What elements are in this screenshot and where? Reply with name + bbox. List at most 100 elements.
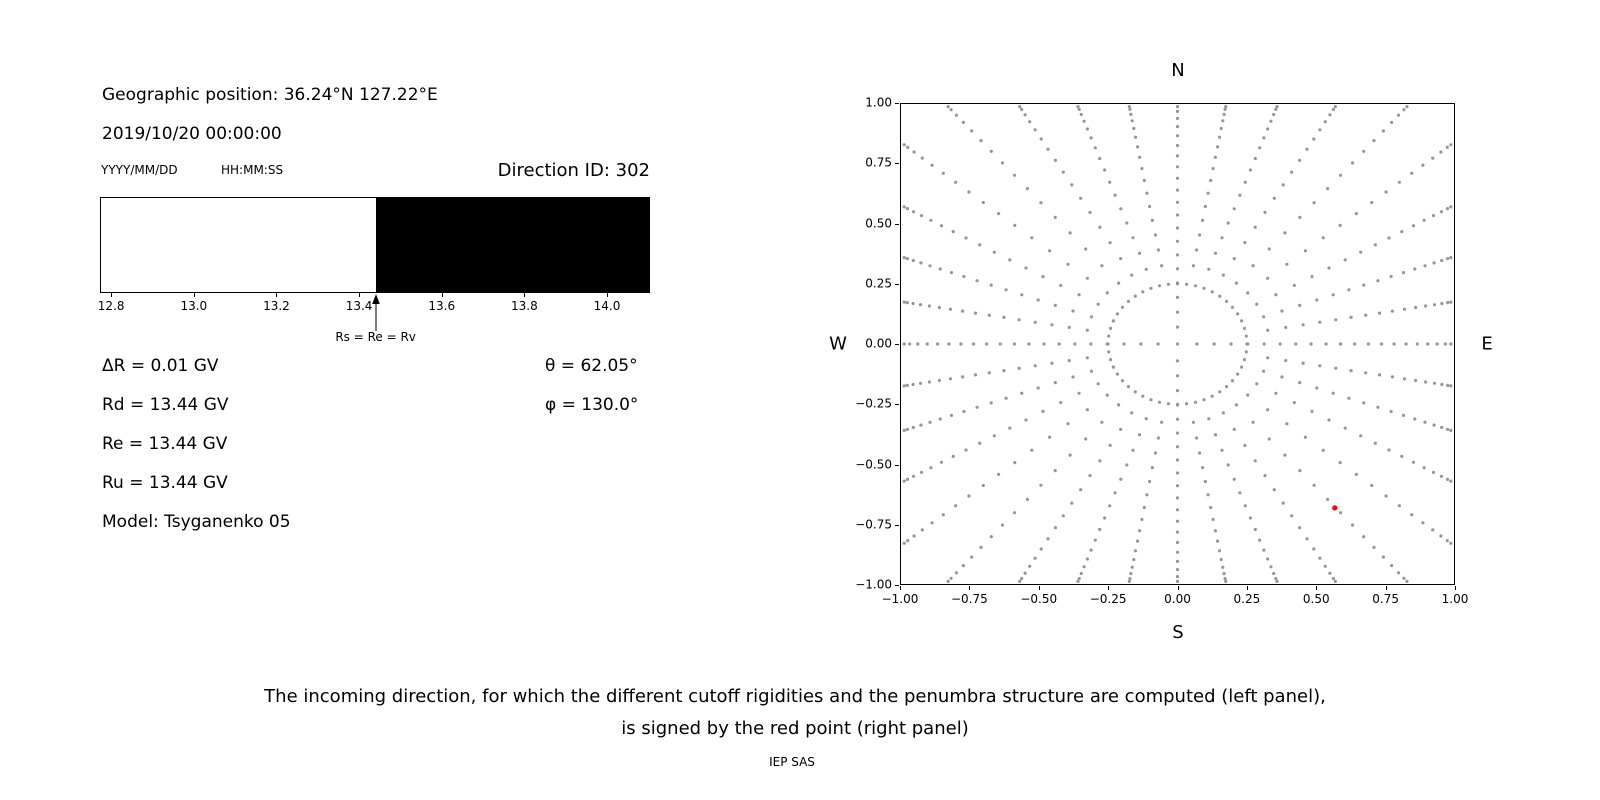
scatter-dot xyxy=(930,163,934,167)
scatter-dot xyxy=(1156,342,1160,346)
scatter-dot xyxy=(1449,479,1453,483)
scatter-dot xyxy=(1326,187,1330,191)
scatter-dot xyxy=(1301,323,1305,327)
scatter-dot xyxy=(1384,190,1388,194)
scatter-dot xyxy=(1449,342,1453,346)
scatter-dot xyxy=(1349,315,1353,319)
scatter-dot xyxy=(1331,391,1335,395)
scatter-dot xyxy=(1376,405,1380,409)
scatter-dot xyxy=(1411,460,1416,464)
scatter-dot xyxy=(1203,204,1207,209)
scatter-dot xyxy=(1028,564,1032,568)
scatter-dot xyxy=(1404,342,1408,346)
scatter-dot xyxy=(987,371,991,375)
scatter-dot xyxy=(1202,398,1206,402)
scatter-dot xyxy=(1298,469,1302,473)
scatter-dot xyxy=(1206,191,1210,195)
scatter-dot xyxy=(1432,423,1436,427)
scatter-dot xyxy=(1318,364,1322,368)
scatter-dot xyxy=(937,305,941,310)
scatter-dot xyxy=(1089,369,1093,373)
scatter-dot xyxy=(1281,501,1285,505)
scatter-dot xyxy=(906,539,910,543)
scatter-dot xyxy=(978,441,982,445)
scatter-dot xyxy=(1232,257,1236,261)
scatter-dot xyxy=(1440,258,1444,263)
scatter-dot xyxy=(1221,119,1225,123)
y-tick-label: 0.75 xyxy=(865,155,892,170)
scatter-dot xyxy=(1426,342,1430,346)
scatter-dot xyxy=(1440,425,1444,430)
scatter-dot xyxy=(1312,137,1316,141)
scatter-dot xyxy=(1334,318,1338,322)
scatter-dot xyxy=(1334,366,1338,370)
scatter-dot xyxy=(1084,247,1088,251)
scatter-dot xyxy=(1105,342,1109,346)
scatter-dot xyxy=(1439,534,1443,538)
scatter-dot xyxy=(1012,173,1017,177)
bar-tick-mark xyxy=(359,293,361,297)
scatter-dot xyxy=(1218,294,1222,298)
scatter-dot xyxy=(1041,409,1045,413)
scatter-dot xyxy=(1266,276,1270,280)
scatter-dot xyxy=(1105,393,1109,397)
scatter-dot xyxy=(1423,264,1427,268)
scatter-dot xyxy=(1193,284,1198,288)
scatter-dot xyxy=(1372,545,1376,549)
scatter-dot xyxy=(1275,579,1279,583)
scatter-dot xyxy=(1077,293,1081,297)
scatter-dot xyxy=(1440,382,1444,387)
scatter-dot xyxy=(905,477,910,481)
scatter-dot xyxy=(1215,539,1220,543)
scatter-dot xyxy=(1071,375,1075,379)
scatter-dot xyxy=(1213,529,1217,533)
bar-tick-label: 12.8 xyxy=(97,299,125,313)
scatter-dot xyxy=(1149,286,1153,290)
scatter-dot xyxy=(1066,422,1070,426)
scatter-dot xyxy=(1175,310,1180,314)
scatter-dot xyxy=(1175,431,1180,435)
scatter-dot xyxy=(1046,147,1050,151)
scatter-dot xyxy=(1226,221,1230,225)
scatter-dot xyxy=(1414,378,1418,383)
scatter-dot xyxy=(1432,381,1437,385)
scatter-dot xyxy=(1315,386,1319,390)
scatter-dot xyxy=(1327,418,1331,422)
scatter-dot xyxy=(1281,183,1285,187)
scatter-dot xyxy=(1059,283,1063,287)
scatter-dot xyxy=(1389,409,1393,414)
scatter-dot xyxy=(1129,112,1133,116)
scatter-dot xyxy=(1175,165,1180,169)
scatter-dot xyxy=(939,224,944,228)
scatter-dot xyxy=(902,300,906,304)
penumbra-segment xyxy=(375,198,649,292)
scatter-dot xyxy=(1130,119,1134,123)
scatter-dot xyxy=(1253,225,1257,229)
scatter-dot xyxy=(905,383,909,387)
scatter-dot xyxy=(1138,155,1142,159)
scatter-dot xyxy=(1221,411,1225,415)
scatter-dot xyxy=(1392,342,1396,346)
scatter-dot xyxy=(1251,420,1255,424)
scatter-dot xyxy=(1108,443,1112,447)
scatter-dot xyxy=(1274,391,1278,395)
scatter-dot xyxy=(1422,466,1426,470)
scatter-dot xyxy=(905,301,909,305)
y-tick-label: 1.00 xyxy=(865,95,892,110)
scatter-dot xyxy=(1359,250,1363,254)
scatter-dot xyxy=(1175,116,1180,120)
scatter-dot xyxy=(1108,241,1112,245)
scatter-dot xyxy=(1053,469,1057,473)
compass-label-n: N xyxy=(1171,60,1185,81)
scatter-dot xyxy=(1269,565,1273,569)
scatter-dot xyxy=(1000,161,1005,165)
scatter-dot xyxy=(1175,484,1180,488)
scatter-dot xyxy=(1221,565,1225,569)
scatter-dot xyxy=(1175,253,1180,257)
scatter-dot xyxy=(1098,459,1102,463)
scatter-dot xyxy=(981,200,985,205)
scatter-dot xyxy=(1298,303,1302,307)
scatter-dot xyxy=(1324,342,1328,346)
scatter-dot xyxy=(1135,539,1140,543)
scatter-dot xyxy=(985,342,989,346)
